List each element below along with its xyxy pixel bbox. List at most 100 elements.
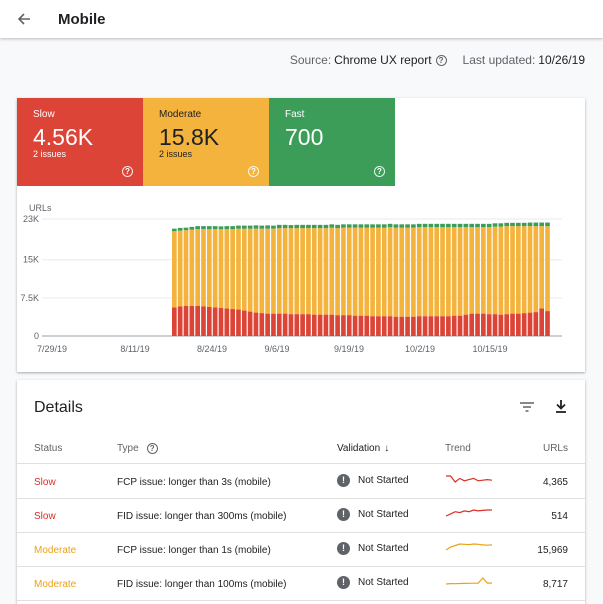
bar-fast[interactable] xyxy=(201,226,206,230)
bar-moderate[interactable] xyxy=(253,228,259,313)
table-row[interactable]: Slow FCP issue: longer than 3s (mobile)! N… xyxy=(17,465,585,499)
bar-slow[interactable] xyxy=(381,316,387,336)
bar-slow[interactable] xyxy=(329,314,335,336)
bar-moderate[interactable] xyxy=(241,228,247,311)
bar-fast[interactable] xyxy=(323,224,329,229)
bar-slow[interactable] xyxy=(317,314,323,336)
bar-fast[interactable] xyxy=(457,223,463,228)
col-status[interactable]: Status xyxy=(34,443,63,454)
bar-moderate[interactable] xyxy=(516,226,521,314)
bar-fast[interactable] xyxy=(346,224,352,228)
bar-moderate[interactable] xyxy=(346,227,352,316)
bar-slow[interactable] xyxy=(510,313,515,336)
bar-slow[interactable] xyxy=(422,316,428,336)
bar-moderate[interactable] xyxy=(300,228,305,315)
bar-moderate[interactable] xyxy=(387,227,393,317)
bar-fast[interactable] xyxy=(212,226,218,230)
bar-fast[interactable] xyxy=(306,224,311,229)
bar-slow[interactable] xyxy=(434,316,440,336)
bar-moderate[interactable] xyxy=(440,227,445,317)
bar-slow[interactable] xyxy=(428,316,434,336)
bar-fast[interactable] xyxy=(247,225,253,229)
bar-slow[interactable] xyxy=(411,316,416,336)
bar-moderate[interactable] xyxy=(323,228,329,315)
tile-moderate[interactable]: Moderate 15.8K 2 issues ? xyxy=(143,98,269,186)
bar-fast[interactable] xyxy=(434,223,440,228)
bar-slow[interactable] xyxy=(189,305,195,336)
bar-fast[interactable] xyxy=(294,224,300,229)
bar-slow[interactable] xyxy=(177,306,183,336)
download-icon[interactable] xyxy=(553,398,569,414)
bar-moderate[interactable] xyxy=(457,227,463,316)
bar-fast[interactable] xyxy=(422,223,428,228)
bar-moderate[interactable] xyxy=(294,228,300,315)
bar-moderate[interactable] xyxy=(341,227,346,316)
bar-slow[interactable] xyxy=(335,315,340,336)
bar-slow[interactable] xyxy=(516,313,521,336)
bar-fast[interactable] xyxy=(335,224,340,229)
bar-moderate[interactable] xyxy=(335,228,340,316)
bar-fast[interactable] xyxy=(399,224,405,228)
bar-slow[interactable] xyxy=(300,314,305,336)
bar-slow[interactable] xyxy=(457,315,463,336)
bar-moderate[interactable] xyxy=(218,229,224,309)
bar-fast[interactable] xyxy=(265,225,270,229)
bar-fast[interactable] xyxy=(253,225,259,229)
bar-moderate[interactable] xyxy=(358,227,364,316)
bar-moderate[interactable] xyxy=(195,229,200,306)
bar-moderate[interactable] xyxy=(481,227,486,314)
bar-fast[interactable] xyxy=(311,224,317,229)
bar-moderate[interactable] xyxy=(172,231,177,308)
bar-fast[interactable] xyxy=(236,225,241,229)
bar-moderate[interactable] xyxy=(370,227,375,317)
bar-slow[interactable] xyxy=(294,314,300,336)
bar-slow[interactable] xyxy=(341,315,346,336)
bar-moderate[interactable] xyxy=(527,226,533,313)
col-validation[interactable]: Validation ↓ xyxy=(337,443,389,454)
bar-moderate[interactable] xyxy=(411,227,416,317)
bar-fast[interactable] xyxy=(516,222,521,227)
bar-fast[interactable] xyxy=(411,224,416,228)
bar-slow[interactable] xyxy=(492,314,498,336)
bar-slow[interactable] xyxy=(393,316,399,336)
bar-moderate[interactable] xyxy=(364,227,370,316)
bar-fast[interactable] xyxy=(463,223,469,228)
bar-slow[interactable] xyxy=(463,314,469,336)
bar-slow[interactable] xyxy=(212,307,218,336)
bar-fast[interactable] xyxy=(218,226,224,230)
bar-slow[interactable] xyxy=(183,305,189,336)
bar-slow[interactable] xyxy=(230,309,235,336)
help-icon[interactable]: ? xyxy=(374,166,385,177)
bar-slow[interactable] xyxy=(201,306,206,336)
bar-fast[interactable] xyxy=(358,224,364,228)
bar-slow[interactable] xyxy=(486,314,492,336)
bar-moderate[interactable] xyxy=(434,227,440,317)
bar-slow[interactable] xyxy=(521,313,527,336)
bar-moderate[interactable] xyxy=(405,227,410,317)
bar-fast[interactable] xyxy=(241,225,247,229)
bar-fast[interactable] xyxy=(183,227,189,231)
bar-slow[interactable] xyxy=(323,314,329,336)
bar-moderate[interactable] xyxy=(271,228,276,314)
bar-fast[interactable] xyxy=(393,224,399,228)
bar-slow[interactable] xyxy=(253,312,259,336)
sort-down-arrow-icon[interactable]: ↓ xyxy=(384,443,390,454)
bar-fast[interactable] xyxy=(469,223,475,228)
bar-moderate[interactable] xyxy=(317,228,323,315)
bar-fast[interactable] xyxy=(446,223,451,228)
bar-moderate[interactable] xyxy=(521,226,527,314)
help-icon[interactable]: ? xyxy=(146,443,158,454)
bar-moderate[interactable] xyxy=(393,227,399,317)
bar-slow[interactable] xyxy=(451,315,457,336)
table-row[interactable]: Slow FID issue: longer than 300ms (mobile… xyxy=(17,499,585,533)
bar-fast[interactable] xyxy=(521,222,527,227)
bar-moderate[interactable] xyxy=(236,228,241,310)
bar-fast[interactable] xyxy=(370,224,375,228)
bar-moderate[interactable] xyxy=(469,227,475,314)
bar-moderate[interactable] xyxy=(475,227,480,314)
bar-fast[interactable] xyxy=(539,222,545,227)
bar-slow[interactable] xyxy=(236,309,241,336)
bar-moderate[interactable] xyxy=(545,226,550,312)
table-row[interactable]: Moderate FID issue: longer than 100ms (mo… xyxy=(17,567,585,601)
bar-fast[interactable] xyxy=(259,225,265,229)
